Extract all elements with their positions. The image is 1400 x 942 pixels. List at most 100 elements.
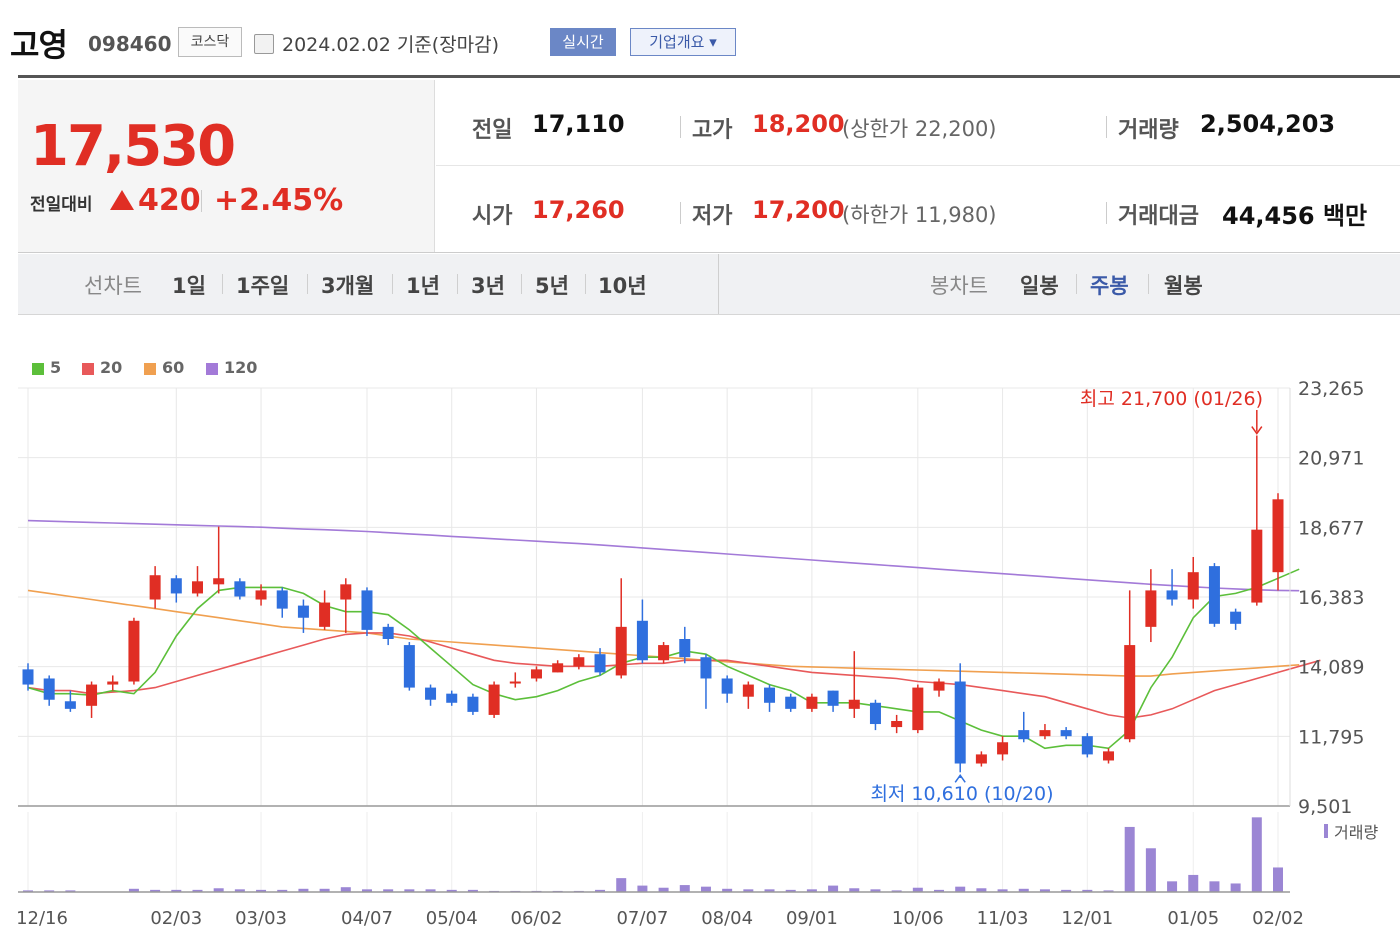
divider	[680, 116, 681, 138]
chart-grid	[18, 387, 1290, 892]
realtime-button[interactable]: 실시간	[550, 28, 616, 56]
candle-body	[679, 639, 691, 658]
volume-bar	[934, 889, 945, 892]
y-tick-label: 11,795	[1298, 726, 1364, 748]
candle-body	[869, 702, 881, 725]
chart-axes: 23,265 20,971 18,677 16,383 14,089 11,795 9,50…	[16, 378, 1364, 929]
volume-bar	[404, 889, 415, 892]
volume-bar	[383, 889, 394, 892]
candle-body	[658, 645, 670, 661]
open-value: 17,260	[532, 196, 625, 224]
candle-body	[1251, 529, 1263, 603]
volume-bar	[679, 885, 690, 892]
volume-bar	[955, 886, 966, 892]
divider	[222, 274, 223, 294]
candle-body	[22, 669, 34, 685]
volume-bar	[277, 889, 288, 892]
candle-body	[170, 578, 182, 594]
candle-body	[1230, 611, 1242, 624]
volume-bar	[912, 887, 923, 892]
volume-bar	[764, 889, 775, 892]
candle-body	[975, 754, 987, 764]
candle-body	[848, 699, 860, 709]
candle-daily[interactable]: 일봉	[1020, 274, 1059, 298]
period-5y[interactable]: 5년	[535, 274, 569, 298]
period-bar	[18, 254, 1400, 315]
candle-body	[997, 742, 1009, 755]
candle-body	[1124, 645, 1136, 740]
current-price: 17,530	[30, 114, 236, 179]
x-tick-label: 12/16	[16, 908, 68, 929]
volume-bars	[23, 817, 1328, 892]
candle-weekly[interactable]: 주봉	[1090, 274, 1129, 298]
legend-swatch-ma20	[82, 363, 94, 375]
divider	[201, 190, 202, 212]
legend-swatch-ma120	[206, 363, 218, 375]
period-1w[interactable]: 1주일	[236, 274, 290, 298]
y-tick-label: 20,971	[1298, 448, 1364, 470]
candle-body	[276, 590, 288, 609]
volume-label: 거래량	[1118, 118, 1179, 143]
high-arrow-head	[1251, 426, 1263, 435]
divider	[680, 202, 681, 224]
volume-bar	[870, 889, 881, 892]
candles	[22, 435, 1284, 773]
legend-label-ma60: 60	[162, 358, 185, 377]
volume-bar	[806, 889, 817, 892]
period-3m[interactable]: 3개월	[321, 274, 375, 298]
candle-body	[785, 696, 797, 709]
volume-bar	[467, 889, 478, 892]
up-arrow-icon	[110, 190, 134, 210]
prev-close-label: 전일	[472, 118, 513, 143]
low-label: 저가	[692, 204, 733, 229]
candle-body	[1060, 730, 1072, 737]
ma20-line	[27, 632, 1321, 719]
period-1y[interactable]: 1년	[406, 274, 440, 298]
company-overview-dropdown[interactable]: 기업개요 ▾	[630, 28, 736, 56]
volume-bar	[361, 889, 372, 892]
x-tick-label: 05/04	[426, 908, 478, 929]
volume-bar	[595, 889, 606, 892]
volume-value: 2,504,203	[1200, 110, 1336, 138]
volume-bar	[44, 890, 55, 892]
volume-bar	[446, 889, 457, 892]
period-3y[interactable]: 3년	[471, 274, 505, 298]
open-label: 시가	[472, 204, 513, 229]
legend-label-ma5: 5	[50, 358, 62, 377]
volume-bar	[340, 887, 351, 892]
candle-body	[552, 663, 564, 673]
candle-body	[382, 626, 394, 640]
volume-bar	[298, 888, 309, 892]
volume-bar	[319, 888, 330, 892]
period-10y[interactable]: 10년	[598, 274, 647, 298]
line-chart-label: 선차트	[84, 274, 142, 298]
x-tick-label: 10/06	[892, 908, 944, 929]
y-tick-label: 18,677	[1298, 517, 1364, 539]
high-label: 고가	[692, 118, 733, 143]
volume-bar	[65, 890, 76, 892]
volume-bar	[1018, 888, 1029, 892]
y-tick-label: 9,501	[1298, 796, 1352, 818]
prev-close-value: 17,110	[532, 110, 625, 138]
header-divider	[18, 75, 1400, 78]
period-bar-divider	[718, 254, 719, 314]
candle-body	[488, 684, 500, 715]
x-tick-label: 08/04	[701, 908, 753, 929]
volume-bar	[997, 889, 1008, 892]
volume-bar	[1209, 881, 1220, 892]
period-1d[interactable]: 1일	[172, 274, 206, 298]
candle-monthly[interactable]: 월봉	[1164, 274, 1203, 298]
x-tick-label: 01/05	[1167, 908, 1219, 929]
candle-body	[594, 654, 606, 673]
divider	[521, 274, 522, 294]
candle-body	[721, 678, 733, 694]
divider	[585, 274, 586, 294]
volume-bar	[234, 889, 245, 892]
candle-body	[297, 605, 309, 618]
x-tick-label: 02/03	[150, 908, 202, 929]
candle-chart-label: 봉차트	[930, 274, 988, 298]
candle-body	[43, 678, 55, 700]
x-tick-label: 03/03	[235, 908, 287, 929]
candle-body	[107, 681, 119, 685]
candle-body	[340, 584, 352, 600]
